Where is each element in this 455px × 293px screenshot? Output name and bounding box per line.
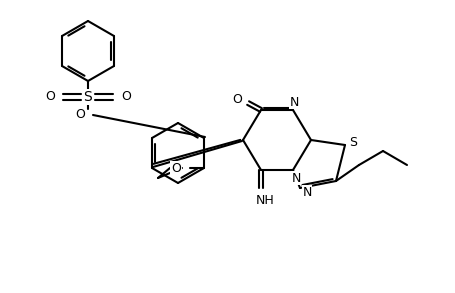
Text: NH: NH: [255, 193, 274, 207]
Text: N: N: [288, 96, 298, 108]
Text: O: O: [121, 91, 131, 103]
Text: N: N: [291, 171, 300, 185]
Text: O: O: [232, 93, 242, 105]
Text: S: S: [83, 90, 92, 104]
Text: S: S: [348, 135, 356, 149]
Text: O: O: [171, 161, 181, 175]
Text: O: O: [45, 91, 55, 103]
Text: N: N: [302, 185, 311, 198]
Text: O: O: [75, 108, 85, 122]
